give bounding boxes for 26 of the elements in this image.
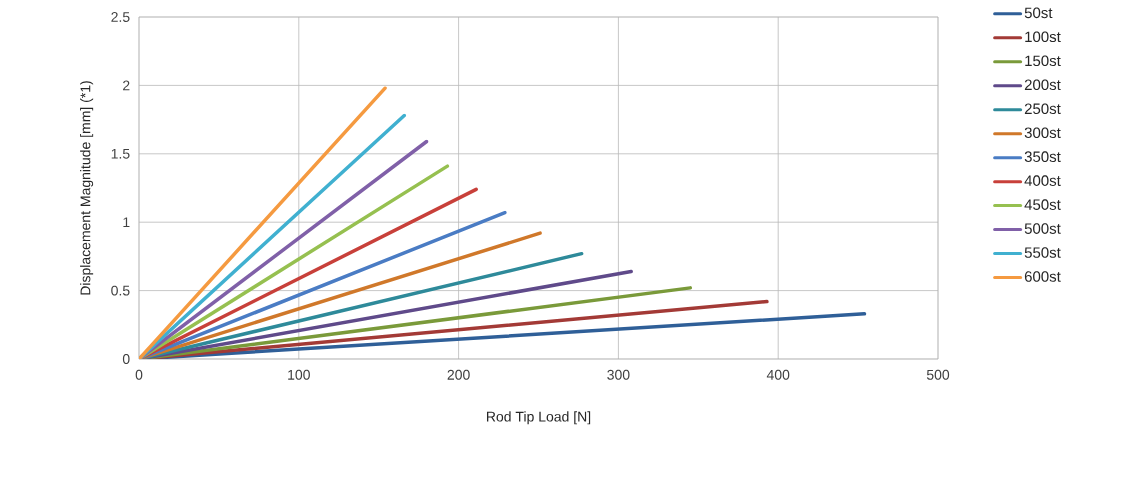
legend-label: 150st bbox=[1025, 55, 1061, 67]
y-tick-label: 1.5 bbox=[111, 148, 130, 159]
legend-label: 500st bbox=[1024, 223, 1061, 234]
y-tick-label: 2.5 bbox=[111, 12, 130, 22]
x-tick-label: 100 bbox=[288, 369, 310, 380]
x-tick-label: 0 bbox=[135, 369, 143, 380]
legend-label: 550st bbox=[1024, 247, 1061, 258]
legend-label: 300st bbox=[1024, 127, 1061, 139]
legend-label: 250st bbox=[1024, 103, 1061, 115]
legend-label: 50st bbox=[1024, 7, 1053, 19]
y-tick-label: 0.5 bbox=[111, 285, 130, 296]
legend-label: 400st bbox=[1024, 175, 1061, 186]
y-tick-label: 1 bbox=[123, 217, 130, 228]
x-tick-label: 500 bbox=[926, 369, 950, 380]
y-tick-label: 0 bbox=[122, 354, 130, 364]
legend-label: 100st bbox=[1025, 31, 1061, 43]
legend-label: 200st bbox=[1024, 79, 1061, 91]
legend-label: 600st bbox=[1024, 271, 1061, 282]
x-tick-label: 400 bbox=[766, 369, 790, 380]
legend-label: 450st bbox=[1024, 199, 1061, 210]
legend-label: 350st bbox=[1024, 151, 1061, 162]
y-axis-title: Displacement Magnitude [mm] (*1) bbox=[80, 81, 94, 295]
x-tick-label: 300 bbox=[607, 369, 630, 380]
x-axis-title: Rod Tip Load [N] bbox=[486, 411, 591, 425]
y-tick-label: 2 bbox=[123, 80, 130, 91]
x-tick-label: 200 bbox=[447, 369, 470, 380]
